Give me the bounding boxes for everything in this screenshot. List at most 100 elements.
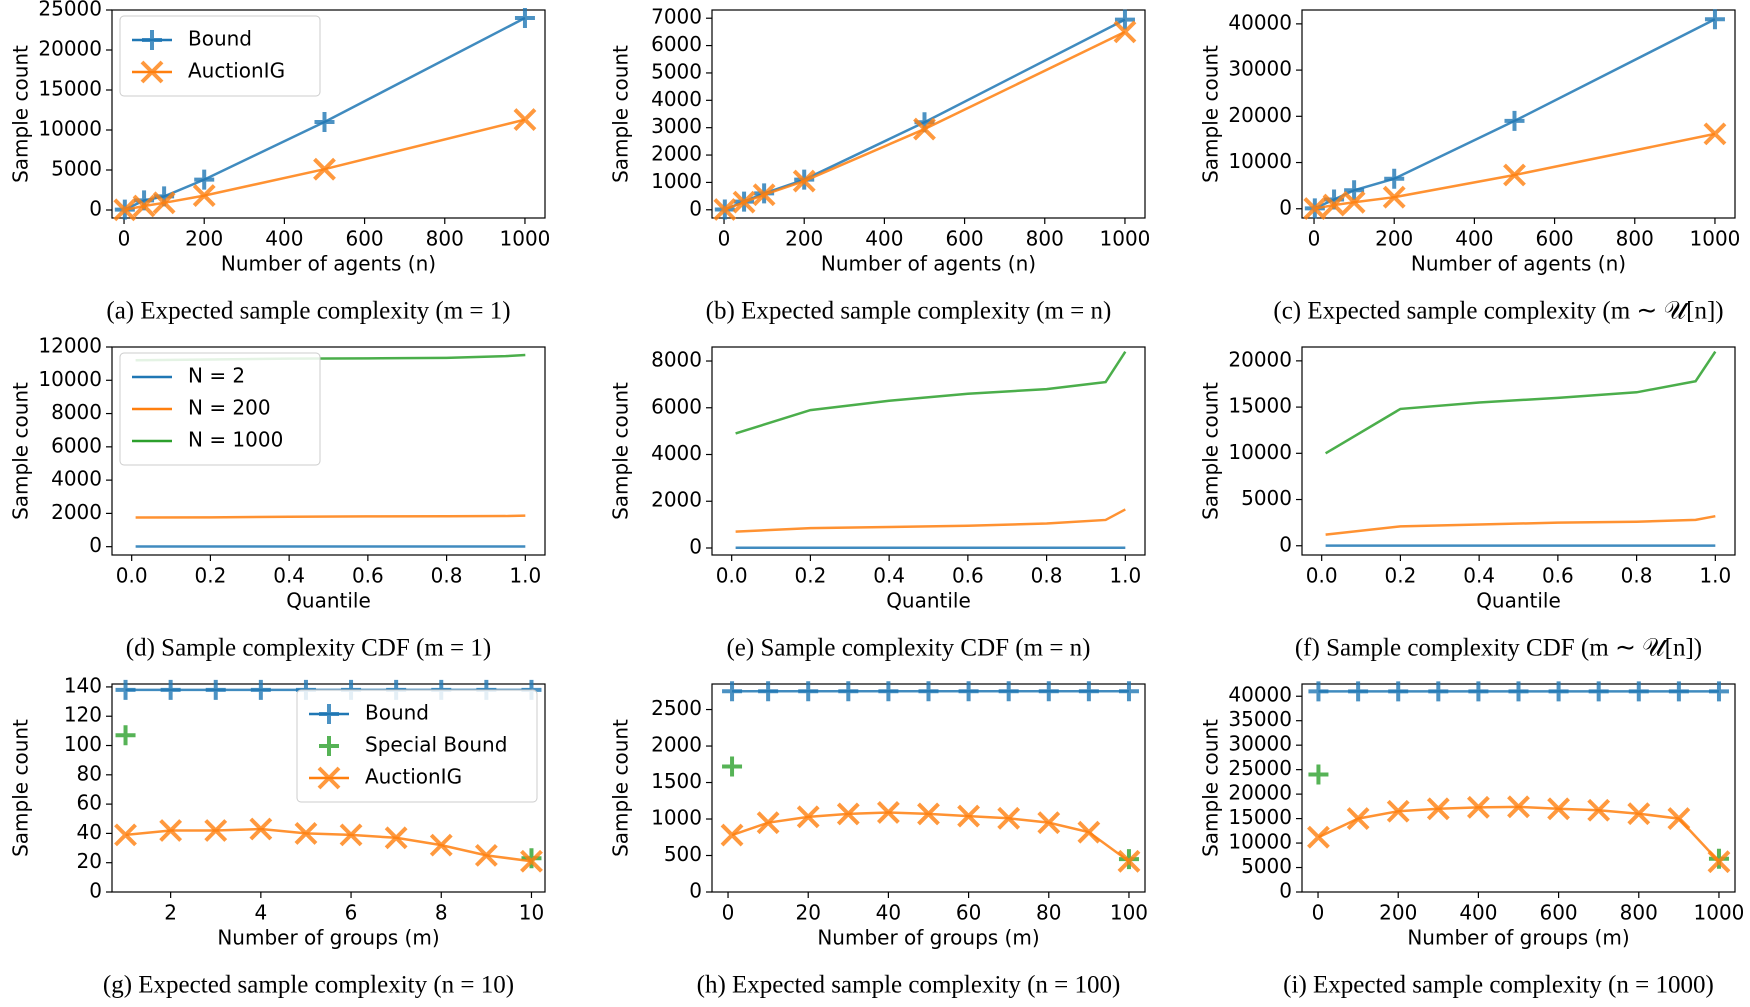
x-tick-label: 1.0 bbox=[1109, 564, 1141, 588]
marker bbox=[1038, 681, 1059, 702]
marker bbox=[115, 679, 136, 700]
marker bbox=[998, 681, 1019, 702]
marker bbox=[1503, 163, 1526, 187]
x-tick-label: 400 bbox=[265, 227, 303, 251]
caption: (d) Sample complexity CDF (m = 1) bbox=[126, 635, 491, 662]
subplot: 0 5000 10000 15000 20000 25000 0 200 400 600 800 10… bbox=[9, 0, 551, 325]
x-tick-label: 800 bbox=[1026, 227, 1064, 251]
marker bbox=[917, 802, 940, 826]
x-tick-label: 0 bbox=[722, 901, 735, 925]
x-tick-label: 0.0 bbox=[116, 564, 148, 588]
marker bbox=[1078, 681, 1099, 702]
marker bbox=[152, 191, 176, 215]
marker bbox=[792, 169, 816, 193]
x-tick-label: 100 bbox=[1110, 901, 1148, 925]
x-tick-label: 400 bbox=[1455, 227, 1493, 251]
y-tick-label: 0 bbox=[89, 879, 102, 903]
legend-box bbox=[296, 689, 538, 803]
y-tick-label: 0 bbox=[89, 533, 102, 557]
marker bbox=[204, 819, 228, 842]
y-tick-label: 1000 bbox=[651, 806, 702, 830]
y-tick-label: 35000 bbox=[1228, 707, 1292, 731]
series-line bbox=[125, 827, 532, 863]
marker bbox=[836, 802, 860, 826]
y-tick-label: 0 bbox=[1279, 879, 1292, 903]
marker bbox=[1588, 681, 1609, 702]
plot-frame bbox=[1301, 683, 1736, 893]
y-tick-label: 5000 bbox=[1241, 486, 1292, 510]
marker bbox=[722, 756, 743, 777]
y-tick-label: 30000 bbox=[1228, 57, 1292, 81]
marker bbox=[1466, 795, 1490, 819]
legend-marker bbox=[319, 736, 339, 756]
caption: (b) Expected sample complexity (m = n) bbox=[706, 298, 1112, 325]
series-line bbox=[1314, 132, 1716, 210]
y-axis-label: Sample count bbox=[9, 719, 33, 857]
legend-label: Special Bound bbox=[365, 733, 507, 757]
x-tick-label: 0.2 bbox=[1385, 564, 1417, 588]
marker bbox=[132, 194, 156, 218]
legend-label: AuctionIG bbox=[365, 765, 462, 789]
caption: (f) Sample complexity CDF (m ∼ 𝒰[n]) bbox=[1295, 635, 1702, 662]
marker bbox=[1628, 681, 1649, 702]
plot-frame bbox=[111, 9, 546, 219]
legend-label: N = 2 bbox=[188, 364, 245, 388]
series-line bbox=[124, 118, 526, 212]
y-tick-label: 15000 bbox=[1228, 394, 1292, 418]
marker bbox=[1113, 20, 1137, 44]
plot-frame bbox=[111, 683, 546, 893]
marker bbox=[1386, 799, 1410, 823]
x-tick-label: 40 bbox=[876, 901, 901, 925]
marker bbox=[1307, 825, 1330, 849]
marker bbox=[1667, 807, 1691, 831]
x-tick-label: 0 bbox=[118, 227, 131, 251]
y-tick-label: 5000 bbox=[51, 157, 102, 181]
y-tick-label: 20 bbox=[77, 849, 102, 873]
x-tick-label: 400 bbox=[1459, 901, 1497, 925]
marker bbox=[720, 823, 744, 847]
x-axis-label: Quantile bbox=[886, 589, 971, 613]
x-tick-label: 600 bbox=[345, 227, 383, 251]
marker bbox=[160, 679, 181, 700]
series-line bbox=[1325, 514, 1716, 536]
marker bbox=[1303, 197, 1327, 220]
marker bbox=[159, 819, 183, 842]
x-tick-label: 10 bbox=[519, 901, 544, 925]
caption: (c) Expected sample complexity (m ∼ 𝒰[n]… bbox=[1273, 298, 1723, 325]
y-tick-label: 5000 bbox=[651, 59, 702, 83]
marker bbox=[1508, 681, 1529, 702]
y-tick-label: 10000 bbox=[1228, 149, 1292, 173]
marker bbox=[339, 823, 363, 847]
x-tick-label: 0.6 bbox=[952, 564, 984, 588]
marker bbox=[192, 184, 216, 208]
x-tick-label: 200 bbox=[785, 227, 823, 251]
x-tick-label: 0.8 bbox=[431, 564, 463, 588]
plot-frame bbox=[1301, 9, 1736, 219]
x-tick-label: 200 bbox=[185, 227, 223, 251]
legend-label: Bound bbox=[365, 701, 429, 725]
x-axis-label: Number of groups (m) bbox=[217, 926, 439, 950]
x-tick-label: 6 bbox=[345, 901, 358, 925]
x-tick-label: 0.0 bbox=[716, 564, 748, 588]
marker bbox=[713, 198, 737, 221]
x-axis-label: Quantile bbox=[286, 589, 371, 613]
x-tick-label: 0 bbox=[1312, 901, 1325, 925]
series-line bbox=[1317, 805, 1720, 863]
y-tick-label: 25000 bbox=[1228, 756, 1292, 780]
y-tick-label: 100 bbox=[64, 732, 102, 756]
plot-frame bbox=[1301, 346, 1736, 556]
x-tick-label: 200 bbox=[1379, 901, 1417, 925]
y-tick-label: 8000 bbox=[51, 400, 102, 424]
marker bbox=[913, 117, 936, 141]
series-line bbox=[731, 811, 1130, 863]
y-axis-label: Sample count bbox=[609, 45, 633, 183]
marker bbox=[1668, 681, 1689, 702]
x-axis-label: Number of agents (n) bbox=[821, 252, 1036, 276]
x-tick-label: 0.6 bbox=[352, 564, 384, 588]
marker bbox=[1384, 168, 1405, 189]
y-tick-label: 10000 bbox=[38, 117, 102, 141]
series-line bbox=[735, 350, 1127, 435]
x-tick-label: 60 bbox=[956, 901, 981, 925]
marker bbox=[194, 169, 215, 190]
